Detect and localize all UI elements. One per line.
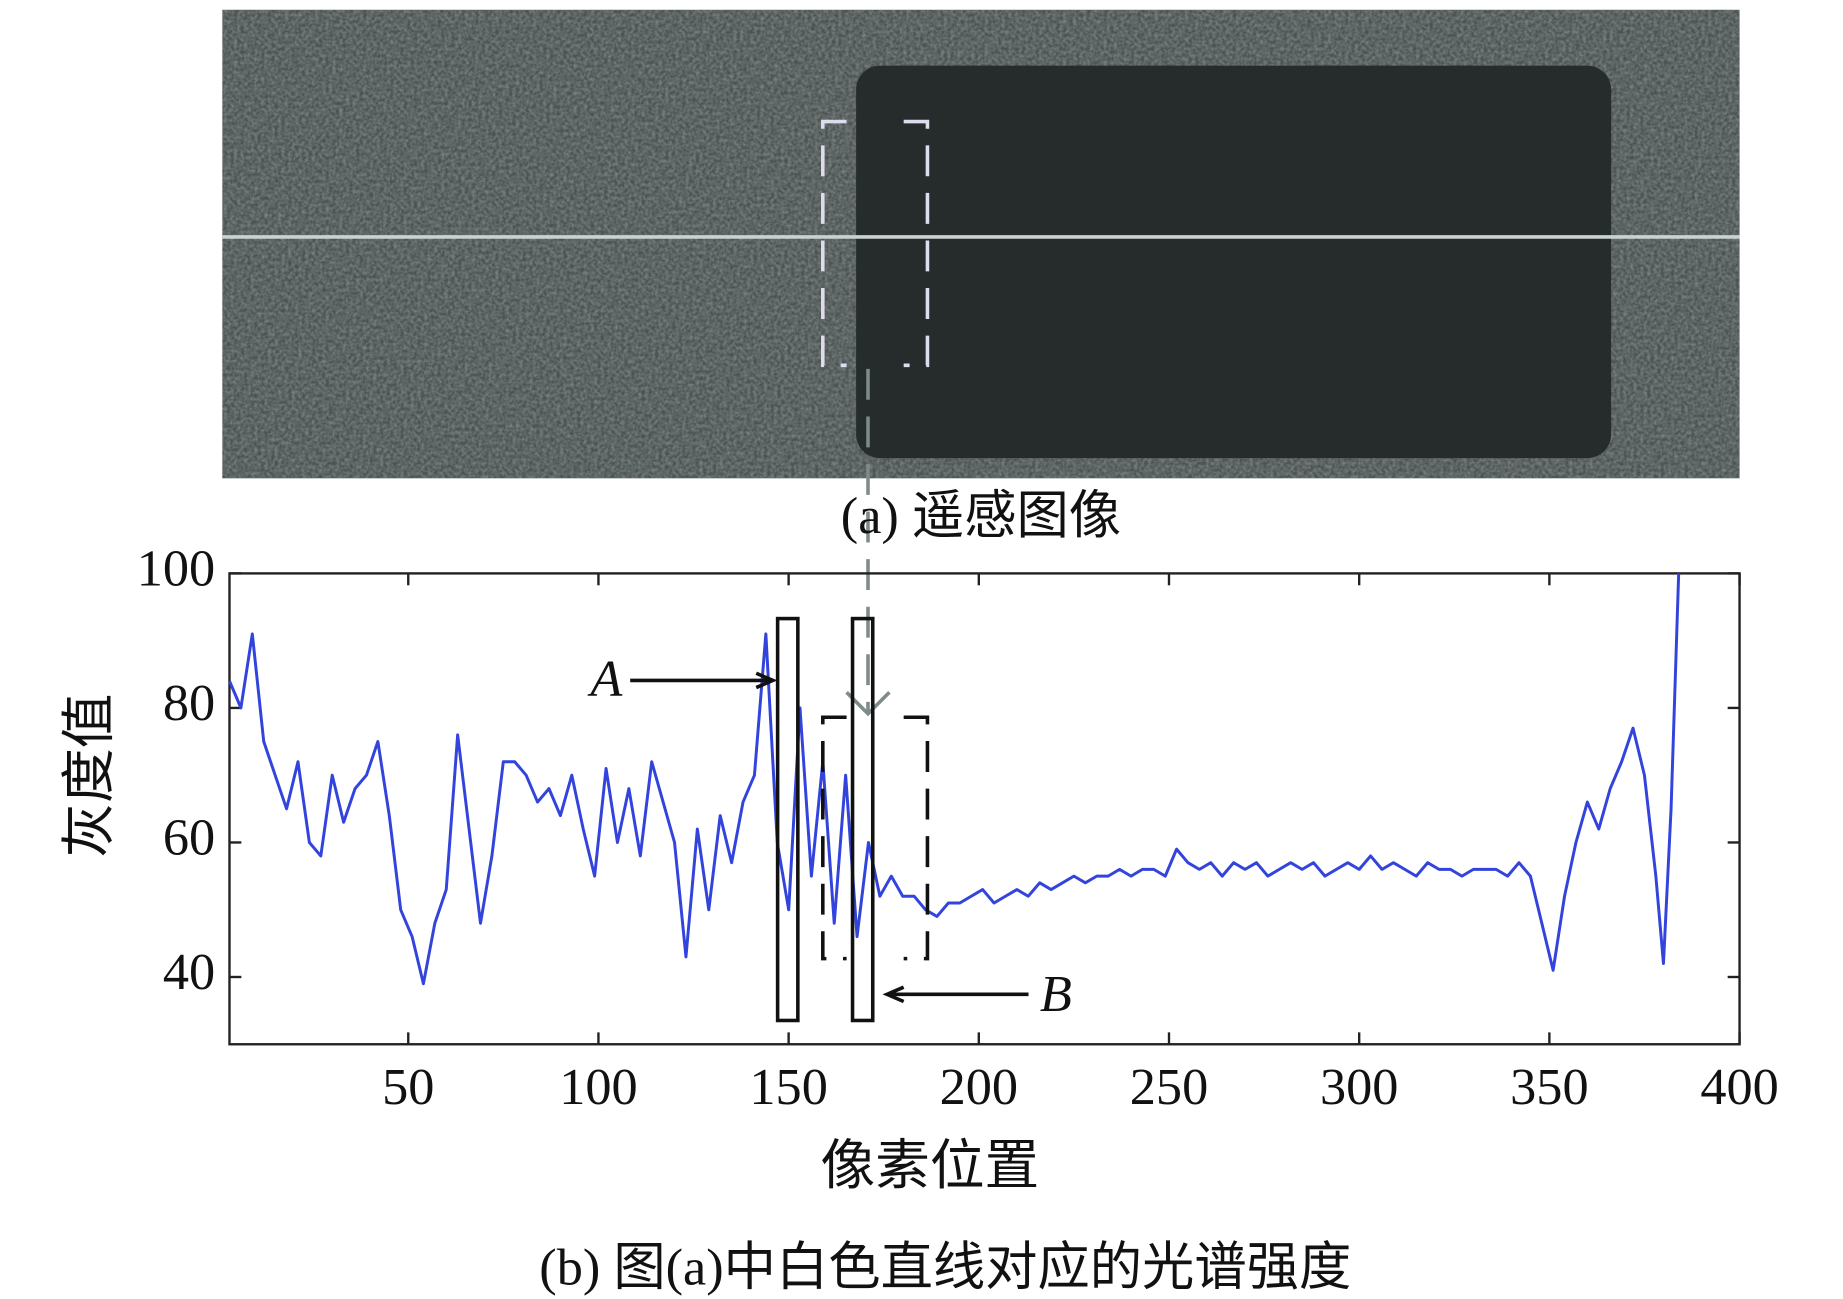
x-tick-label: 100	[559, 1058, 637, 1116]
y-tick-label: 80	[163, 674, 215, 732]
y-tick-label: 100	[137, 539, 215, 597]
data-line	[228, 573, 1681, 986]
x-tick-label: 50	[382, 1058, 434, 1116]
x-tick-label: 150	[749, 1058, 827, 1116]
caption: (b) 图(a)中白色直线对应的光谱强度	[539, 1239, 1351, 1297]
x-tick-label: 200	[940, 1058, 1018, 1116]
x-tick-label: 400	[1700, 1058, 1778, 1116]
x-tick-label: 250	[1130, 1058, 1208, 1116]
remote-sensing-image	[222, 9, 1740, 717]
y-tick-label: 60	[163, 808, 215, 866]
x-tick-label: 350	[1510, 1058, 1588, 1116]
y-axis-label: 灰度值	[59, 694, 120, 858]
annotation: B	[1040, 965, 1072, 1023]
y-tick-label: 40	[163, 943, 215, 1001]
image-caption: (a) 遥感图像	[841, 487, 1121, 545]
x-axis-label: 像素位置	[820, 1135, 1039, 1196]
plot-frame	[228, 572, 1741, 1046]
annotation: A	[587, 650, 623, 708]
x-tick-label: 300	[1320, 1058, 1398, 1116]
boxes	[630, 616, 1029, 1023]
